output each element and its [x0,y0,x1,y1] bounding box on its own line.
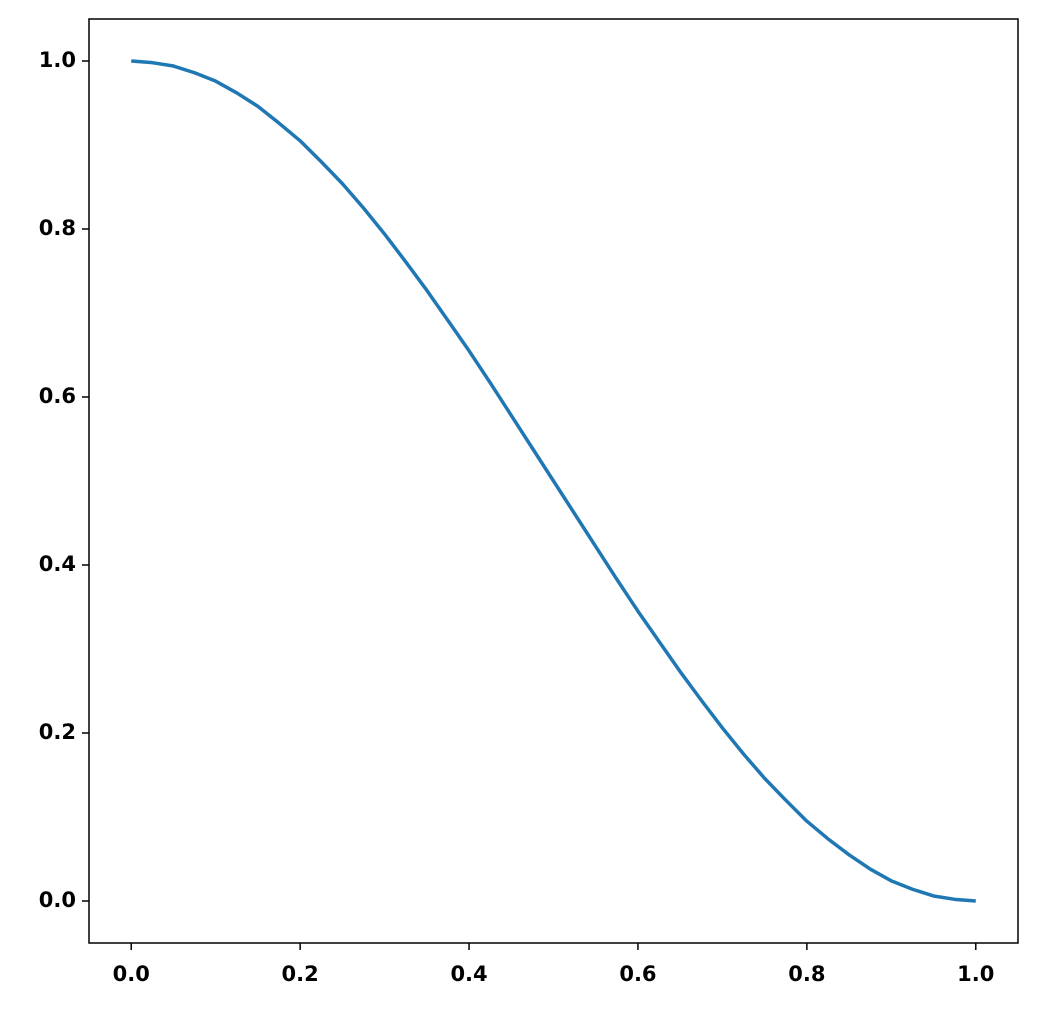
y-tick-label: 0.8 [39,216,76,240]
y-tick-label: 0.4 [39,552,76,576]
x-tick-label: 0.6 [619,962,656,986]
axes-frame [88,18,1019,944]
line-series [131,59,976,903]
y-tick-label: 0.0 [39,888,76,912]
y-tick-label: 1.0 [39,48,76,72]
x-tick-label: 0.0 [113,962,150,986]
x-tick-label: 1.0 [957,962,994,986]
y-tick-label: 0.6 [39,384,76,408]
x-tick-label: 0.4 [450,962,487,986]
y-tick-label: 0.2 [39,720,76,744]
x-tick-label: 0.8 [788,962,825,986]
x-tick-label: 0.2 [282,962,319,986]
